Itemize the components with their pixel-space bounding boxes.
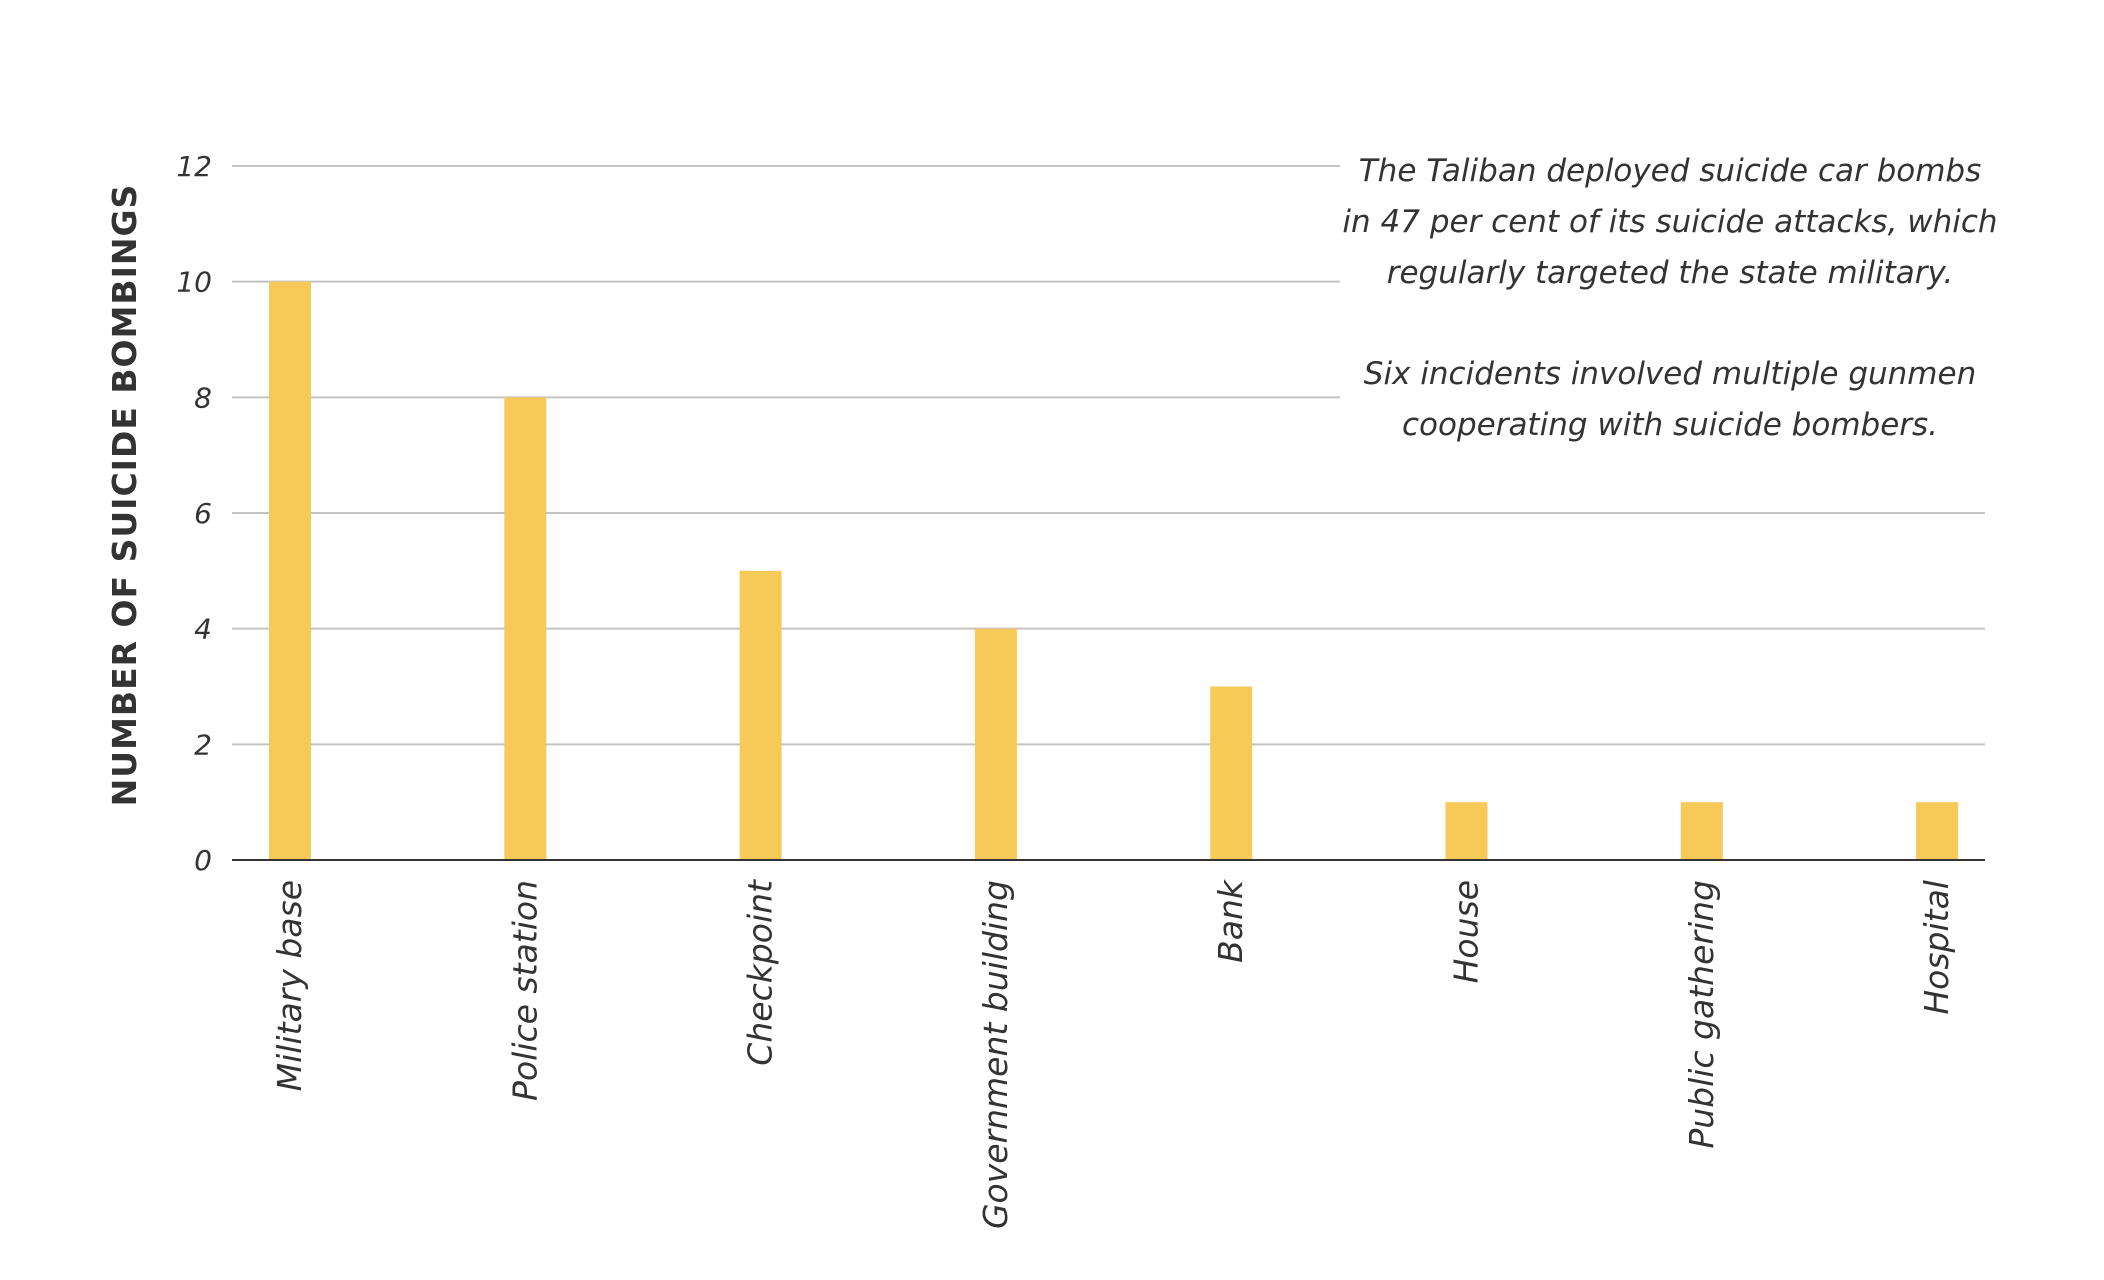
y-tick-label: 10 [176, 266, 212, 299]
annotation-car-bombs: The Taliban deployed suicide car bombs i… [1342, 153, 1998, 291]
bar-hospital [1916, 802, 1959, 860]
x-tick-label: House [1447, 880, 1486, 983]
y-tick-label: 8 [194, 381, 212, 414]
bar-government-building [974, 628, 1017, 860]
bar-public-gathering [1680, 802, 1723, 860]
x-tick-label: Bank [1211, 878, 1250, 963]
bar-bank [1210, 686, 1253, 860]
x-tick-label: Public gathering [1682, 880, 1721, 1149]
x-tick-label: Military base [270, 880, 309, 1091]
bar-military-base [269, 281, 311, 861]
bar-police-station [504, 397, 547, 860]
x-tick-label: Police station [505, 880, 544, 1101]
y-axis-ticks: 0 2 4 6 8 10 12 [176, 150, 212, 877]
bar-checkpoint [739, 570, 782, 860]
x-tick-label: Checkpoint [741, 879, 780, 1066]
x-tick-label: Hospital [1917, 880, 1956, 1015]
y-tick-label: 12 [176, 150, 212, 183]
y-tick-label: 2 [194, 728, 212, 761]
y-tick-label: 0 [194, 844, 212, 877]
annotation-gunmen: Six incidents involved multiple gunmen c… [1363, 356, 1977, 443]
x-axis-labels: Military base Police station Checkpoint Gov… [270, 878, 1956, 1229]
chart-annotation: The Taliban deployed suicide car bombs i… [1340, 146, 2000, 501]
y-tick-label: 4 [194, 613, 212, 646]
bar-house [1445, 802, 1488, 860]
bars [269, 281, 1959, 861]
x-tick-label: Government building [976, 880, 1015, 1229]
y-axis-label: NUMBER OF SUICIDE BOMBINGS [105, 184, 144, 807]
y-tick-label: 6 [194, 497, 212, 530]
